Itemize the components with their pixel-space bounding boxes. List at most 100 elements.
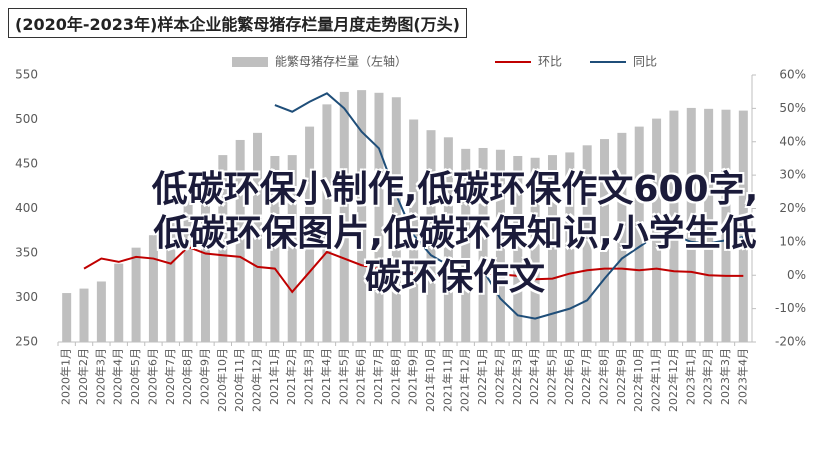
bar xyxy=(530,157,540,342)
x-tick-label: 2021年10月 xyxy=(423,348,437,412)
y-tick-label: 500 xyxy=(15,112,38,126)
bar xyxy=(600,139,610,342)
y-tick-label: 350 xyxy=(15,246,38,260)
bar xyxy=(148,235,158,342)
y2-tick-label: 60% xyxy=(779,68,806,82)
y-tick-label: 300 xyxy=(15,290,38,304)
legend-swatch xyxy=(232,57,268,67)
x-tick-label: 2020年3月 xyxy=(93,348,107,405)
bar xyxy=(547,155,557,342)
bar xyxy=(79,288,89,342)
bar xyxy=(305,126,315,343)
x-tick-label: 2022年5月 xyxy=(544,348,558,405)
bar xyxy=(513,155,523,342)
x-tick-label: 2021年5月 xyxy=(336,348,350,405)
y2-tick-label: 30% xyxy=(779,168,806,182)
line xyxy=(83,245,744,294)
bar xyxy=(652,118,662,342)
x-tick-label: 2021年9月 xyxy=(406,348,420,405)
x-tick-label: 2023年2月 xyxy=(701,348,715,405)
x-tick-label: 2022年3月 xyxy=(510,348,524,405)
bar xyxy=(235,139,245,342)
x-tick-label: 2020年2月 xyxy=(76,348,90,405)
bar xyxy=(704,108,714,342)
bar xyxy=(565,152,575,342)
y2-tick-label: 0% xyxy=(787,268,806,282)
x-tick-label: 2021年12月 xyxy=(458,348,472,412)
bar xyxy=(218,155,228,342)
bar xyxy=(443,137,453,342)
x-tick-label: 2023年3月 xyxy=(718,348,732,405)
x-tick-label: 2021年1月 xyxy=(267,348,281,405)
bar xyxy=(495,149,505,342)
bar xyxy=(461,148,471,342)
x-tick-label: 2020年7月 xyxy=(163,348,177,405)
bar xyxy=(617,132,627,342)
bar xyxy=(391,97,401,342)
bar xyxy=(721,109,731,343)
x-tick-label: 2022年4月 xyxy=(527,348,541,405)
x-tick-label: 2022年2月 xyxy=(492,348,506,405)
bar xyxy=(669,110,679,342)
x-tick-label: 2022年6月 xyxy=(562,348,576,405)
y-tick-label: 450 xyxy=(15,157,38,171)
bar xyxy=(287,155,297,342)
bar xyxy=(131,247,141,342)
bar xyxy=(183,199,193,342)
bar xyxy=(339,91,349,342)
x-tick-label: 2022年12月 xyxy=(666,348,680,412)
bar xyxy=(62,293,72,342)
y-tick-label: 250 xyxy=(15,335,38,349)
bar xyxy=(200,174,210,342)
x-tick-label: 2021年11月 xyxy=(440,348,454,412)
x-tick-label: 2020年11月 xyxy=(232,348,246,412)
bar xyxy=(322,104,332,343)
bar xyxy=(478,147,488,342)
y-tick-label: 550 xyxy=(15,68,38,82)
x-tick-label: 2022年1月 xyxy=(475,348,489,405)
bar xyxy=(357,90,367,342)
x-tick-label: 2020年10月 xyxy=(215,348,229,412)
x-tick-label: 2023年4月 xyxy=(735,348,749,405)
x-tick-label: 2020年1月 xyxy=(59,348,73,405)
legend-label: 同比 xyxy=(633,55,657,69)
x-tick-label: 2021年3月 xyxy=(302,348,316,405)
bar xyxy=(409,119,419,342)
x-tick-label: 2022年7月 xyxy=(579,348,593,405)
bar xyxy=(253,132,263,342)
x-tick-label: 2020年9月 xyxy=(197,348,211,405)
x-tick-label: 2021年8月 xyxy=(388,348,402,405)
bar xyxy=(96,281,106,342)
y2-tick-label: -10% xyxy=(775,301,806,315)
bar xyxy=(374,92,384,342)
bar xyxy=(270,155,280,342)
bar xyxy=(166,220,176,342)
y-tick-label: 400 xyxy=(15,201,38,215)
x-tick-label: 2021年6月 xyxy=(354,348,368,405)
y2-tick-label: 40% xyxy=(779,134,806,148)
x-tick-label: 2022年10月 xyxy=(631,348,645,412)
legend-label: 能繁母猪存栏量（左轴） xyxy=(275,54,407,69)
legend-label: 环比 xyxy=(538,55,562,69)
y2-tick-label: 50% xyxy=(779,101,806,115)
bar xyxy=(738,110,748,342)
bar xyxy=(686,107,696,343)
x-tick-label: 2020年12月 xyxy=(250,348,264,412)
overlay-text: 低碳环保小制作,低碳环保作文600字,低碳环保图片,低碳环保知识,小学生低碳环保… xyxy=(151,169,759,298)
bar xyxy=(426,130,436,342)
bar xyxy=(582,145,592,342)
y2-tick-label: -20% xyxy=(775,335,806,349)
x-tick-label: 2022年8月 xyxy=(597,348,611,405)
x-tick-label: 2022年9月 xyxy=(614,348,628,405)
x-tick-label: 2021年2月 xyxy=(284,348,298,405)
x-tick-label: 2021年7月 xyxy=(371,348,385,405)
y2-tick-label: 20% xyxy=(779,201,806,215)
bar xyxy=(634,126,644,343)
x-tick-label: 2020年4月 xyxy=(111,348,125,405)
bar xyxy=(114,263,124,342)
y2-tick-label: 10% xyxy=(779,234,806,248)
x-tick-label: 2020年6月 xyxy=(145,348,159,405)
x-tick-label: 2023年1月 xyxy=(683,348,697,405)
